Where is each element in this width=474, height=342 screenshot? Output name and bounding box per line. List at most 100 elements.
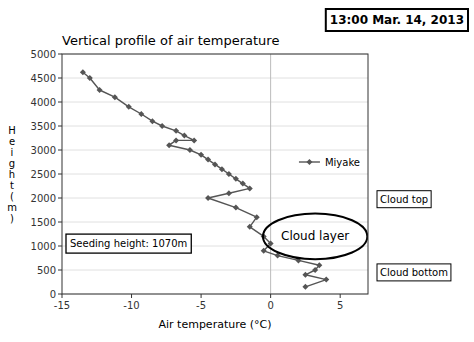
y-tick-label: 1500	[31, 217, 56, 228]
y-axis-label-char: H	[8, 125, 16, 136]
annotation-frame	[377, 264, 451, 281]
y-tick-label: 4000	[31, 97, 56, 108]
series-marker	[316, 262, 322, 268]
x-axis-label: Air temperature (°C)	[158, 318, 271, 331]
series-marker	[226, 190, 232, 196]
y-tick	[58, 222, 62, 223]
annotations: Cloud layer 13:00 Mar. 14, 2013 Seeding he…	[66, 9, 468, 281]
grid-line	[62, 270, 368, 271]
grid-line	[62, 126, 368, 127]
series-marker	[112, 94, 118, 100]
series-marker	[254, 214, 260, 220]
x-tick-label: -15	[54, 300, 70, 311]
y-axis-label-char: )	[10, 213, 14, 224]
series-marker	[205, 195, 211, 201]
y-tick	[58, 270, 62, 271]
legend: Miyake	[299, 157, 360, 168]
series-marker	[126, 104, 132, 110]
series-marker	[219, 166, 225, 172]
y-tick	[58, 126, 62, 127]
series-marker	[173, 137, 179, 143]
annotation-frame	[377, 191, 431, 208]
axes: -15-10-505050010001500200025003000350040…	[31, 49, 344, 312]
grid-line	[62, 150, 368, 151]
series-marker	[247, 224, 253, 230]
chart: Cloud layer 13:00 Mar. 14, 2013 Seeding he…	[0, 0, 474, 342]
y-tick-label: 4500	[31, 73, 56, 84]
x-tick-label: 0	[267, 300, 273, 311]
y-tick	[58, 102, 62, 103]
annotation-box: Cloud top	[377, 191, 431, 208]
y-tick	[58, 78, 62, 79]
series-marker	[302, 284, 308, 290]
y-tick	[58, 54, 62, 55]
grid-line	[62, 78, 368, 79]
x-tick-label: 5	[337, 300, 343, 311]
grid-line	[62, 198, 368, 199]
y-axis-label-char: h	[9, 169, 15, 180]
series-marker	[233, 176, 239, 182]
series-marker	[173, 128, 179, 134]
y-tick	[58, 198, 62, 199]
x-tick	[62, 294, 63, 298]
annotation-label: Cloud top	[380, 194, 428, 205]
series-marker	[205, 157, 211, 163]
y-tick-label: 2500	[31, 169, 56, 180]
annotation-frame	[66, 234, 191, 253]
series-marker	[87, 75, 93, 81]
y-tick-label: 500	[37, 265, 56, 276]
series-marker	[212, 161, 218, 167]
annotation-label: 13:00 Mar. 14, 2013	[330, 13, 464, 27]
annotation-box: Seeding height: 1070m	[66, 234, 191, 253]
annotation-label: Seeding height: 1070m	[70, 238, 187, 249]
series-marker	[261, 248, 267, 254]
grid-line	[62, 222, 368, 223]
annotation-frame	[326, 9, 468, 31]
cloud-layer-ellipse	[263, 214, 367, 260]
y-tick	[58, 294, 62, 295]
series-line	[83, 72, 326, 287]
y-tick-label: 0	[50, 289, 56, 300]
y-tick-label: 2000	[31, 193, 56, 204]
x-tick-label: -10	[123, 300, 139, 311]
series-marker	[191, 137, 197, 143]
series-marker	[247, 185, 253, 191]
x-tick	[131, 294, 132, 298]
series-marker	[323, 277, 329, 283]
plot-frame	[62, 54, 368, 294]
x-tick	[201, 294, 202, 298]
series-marker	[181, 133, 187, 139]
chart-title: Vertical profile of air temperature	[62, 33, 279, 48]
series-marker	[149, 118, 155, 124]
background	[0, 0, 474, 342]
y-tick-label: 5000	[31, 49, 56, 60]
series-marker	[233, 205, 239, 211]
y-axis-label-char: e	[9, 136, 15, 147]
y-tick-label: 3500	[31, 121, 56, 132]
x-tick	[270, 294, 271, 298]
legend-marker	[306, 159, 312, 165]
y-tick-label: 3000	[31, 145, 56, 156]
annotation-label: Cloud bottom	[380, 267, 448, 278]
series-marker	[97, 87, 103, 93]
grid	[62, 54, 368, 294]
series-marker	[226, 171, 232, 177]
series-marker	[240, 181, 246, 187]
y-axis-label-char: g	[9, 158, 15, 169]
annotation-box: Cloud bottom	[377, 264, 451, 281]
series-marker	[80, 69, 86, 75]
grid-line	[62, 102, 368, 103]
y-tick	[58, 246, 62, 247]
series-marker	[312, 267, 318, 273]
y-axis-label-char: i	[11, 147, 14, 158]
y-tick	[58, 174, 62, 175]
y-tick	[58, 150, 62, 151]
y-tick-label: 1000	[31, 241, 56, 252]
series-marker	[198, 152, 204, 158]
annotation-label: Cloud layer	[281, 229, 349, 243]
x-tick	[340, 294, 341, 298]
legend-label: Miyake	[325, 157, 360, 168]
annotation-box: 13:00 Mar. 14, 2013	[326, 9, 468, 31]
series-marker	[166, 142, 172, 148]
series-marker	[187, 147, 193, 153]
